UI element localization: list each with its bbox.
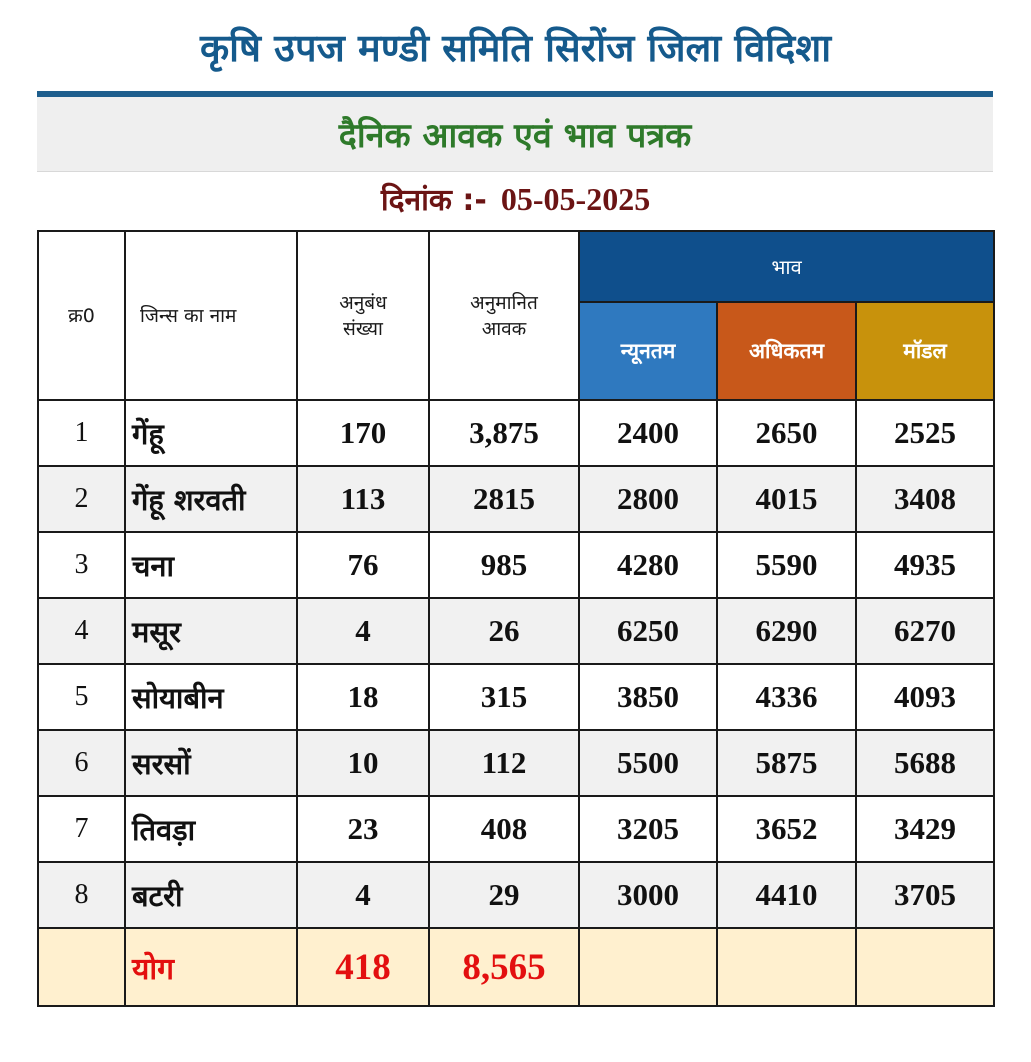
cell-arrival: 408 — [428, 795, 580, 863]
total-row: योग 418 8,565 — [37, 927, 996, 1007]
cell-crop: गेंहू — [124, 399, 298, 467]
table-row: 6 सरसों 10 112 5500 5875 5688 — [37, 729, 996, 797]
cell-modal: 3408 — [854, 465, 996, 533]
cell-max: 4015 — [716, 465, 857, 533]
cell-modal: 4093 — [854, 663, 996, 731]
table-row: 8 बटरी 4 29 3000 4410 3705 — [37, 861, 996, 929]
cell-contracts: 76 — [296, 531, 430, 599]
cell-contracts: 23 — [296, 795, 430, 863]
col-header-contracts-line1: अनुबंध — [339, 291, 387, 314]
cell-modal: 6270 — [854, 597, 996, 665]
cell-sr: 5 — [37, 663, 126, 731]
cell-crop: चना — [124, 531, 298, 599]
cell-contracts: 4 — [296, 861, 430, 929]
cell-sr: 2 — [37, 465, 126, 533]
cell-crop: सरसों — [124, 729, 298, 797]
title-rule — [37, 91, 993, 97]
cell-crop: सोयाबीन — [124, 663, 298, 731]
cell-sr: 3 — [37, 531, 126, 599]
cell-sr: 7 — [37, 795, 126, 863]
table-row: 5 सोयाबीन 18 315 3850 4336 4093 — [37, 663, 996, 731]
cell-min: 3000 — [578, 861, 718, 929]
total-cell-max — [716, 927, 857, 1007]
total-cell-modal — [854, 927, 996, 1007]
cell-sr: 6 — [37, 729, 126, 797]
col-header-modal: मॉडल — [854, 301, 996, 401]
cell-modal: 3705 — [854, 861, 996, 929]
cell-max: 4336 — [716, 663, 857, 731]
col-header-arrival-line2: आवक — [481, 317, 527, 340]
col-header-arrival: अनुमानित आवक — [428, 230, 580, 401]
cell-modal: 5688 — [854, 729, 996, 797]
cell-arrival: 3,875 — [428, 399, 580, 467]
col-header-min: न्यूनतम — [578, 301, 718, 401]
cell-sr: 4 — [37, 597, 126, 665]
col-header-contracts-line2: संख्या — [343, 317, 383, 340]
table-row: 2 गेंहू शरवती 113 2815 2800 4015 3408 — [37, 465, 996, 533]
col-header-max: अधिकतम — [716, 301, 857, 401]
cell-arrival: 2815 — [428, 465, 580, 533]
total-cell-sr — [37, 927, 126, 1007]
date-line: दिनांक :- 05-05-2025 — [0, 178, 1031, 222]
table-row: 4 मसूर 4 26 6250 6290 6270 — [37, 597, 996, 665]
cell-sr: 1 — [37, 399, 126, 467]
cell-arrival: 26 — [428, 597, 580, 665]
cell-modal: 2525 — [854, 399, 996, 467]
subtitle-band: दैनिक आवक एवं भाव पत्रक — [37, 97, 993, 172]
org-title: कृषि उपज मण्डी समिति सिरोंज जिला विदिशा — [199, 26, 832, 70]
cell-contracts: 170 — [296, 399, 430, 467]
cell-max: 5590 — [716, 531, 857, 599]
total-contracts: 418 — [296, 927, 430, 1007]
cell-max: 3652 — [716, 795, 857, 863]
col-header-price-group: भाव — [577, 230, 996, 303]
cell-max: 6290 — [716, 597, 857, 665]
total-cell-min — [578, 927, 718, 1007]
cell-max: 4410 — [716, 861, 857, 929]
col-header-crop: जिन्स का नाम — [124, 230, 298, 401]
rates-table: क्र0 जिन्स का नाम अनुबंध संख्या अनुमानित… — [37, 230, 996, 1007]
cell-crop: गेंहू शरवती — [124, 465, 298, 533]
cell-modal: 4935 — [854, 531, 996, 599]
cell-modal: 3429 — [854, 795, 996, 863]
cell-arrival: 29 — [428, 861, 580, 929]
cell-min: 6250 — [578, 597, 718, 665]
cell-max: 5875 — [716, 729, 857, 797]
cell-min: 3850 — [578, 663, 718, 731]
cell-contracts: 10 — [296, 729, 430, 797]
date-value: 05-05-2025 — [500, 181, 651, 217]
cell-min: 2400 — [578, 399, 718, 467]
cell-max: 2650 — [716, 399, 857, 467]
cell-min: 2800 — [578, 465, 718, 533]
cell-crop: मसूर — [124, 597, 298, 665]
col-header-arrival-line1: अनुमानित — [470, 291, 538, 314]
col-header-contracts: अनुबंध संख्या — [296, 230, 430, 401]
total-label: योग — [124, 927, 298, 1007]
cell-arrival: 112 — [428, 729, 580, 797]
total-arrival: 8,565 — [428, 927, 580, 1007]
cell-min: 3205 — [578, 795, 718, 863]
table-row: 3 चना 76 985 4280 5590 4935 — [37, 531, 996, 599]
table-row: 7 तिवड़ा 23 408 3205 3652 3429 — [37, 795, 996, 863]
cell-crop: तिवड़ा — [124, 795, 298, 863]
cell-crop: बटरी — [124, 861, 298, 929]
cell-contracts: 4 — [296, 597, 430, 665]
cell-sr: 8 — [37, 861, 126, 929]
cell-min: 4280 — [578, 531, 718, 599]
table-row: 1 गेंहू 170 3,875 2400 2650 2525 — [37, 399, 996, 467]
report-subtitle: दैनिक आवक एवं भाव पत्रक — [338, 116, 692, 156]
cell-contracts: 18 — [296, 663, 430, 731]
col-header-sr: क्र0 — [37, 230, 126, 401]
date-label: दिनांक :- — [380, 183, 487, 218]
cell-min: 5500 — [578, 729, 718, 797]
cell-arrival: 985 — [428, 531, 580, 599]
cell-arrival: 315 — [428, 663, 580, 731]
cell-contracts: 113 — [296, 465, 430, 533]
